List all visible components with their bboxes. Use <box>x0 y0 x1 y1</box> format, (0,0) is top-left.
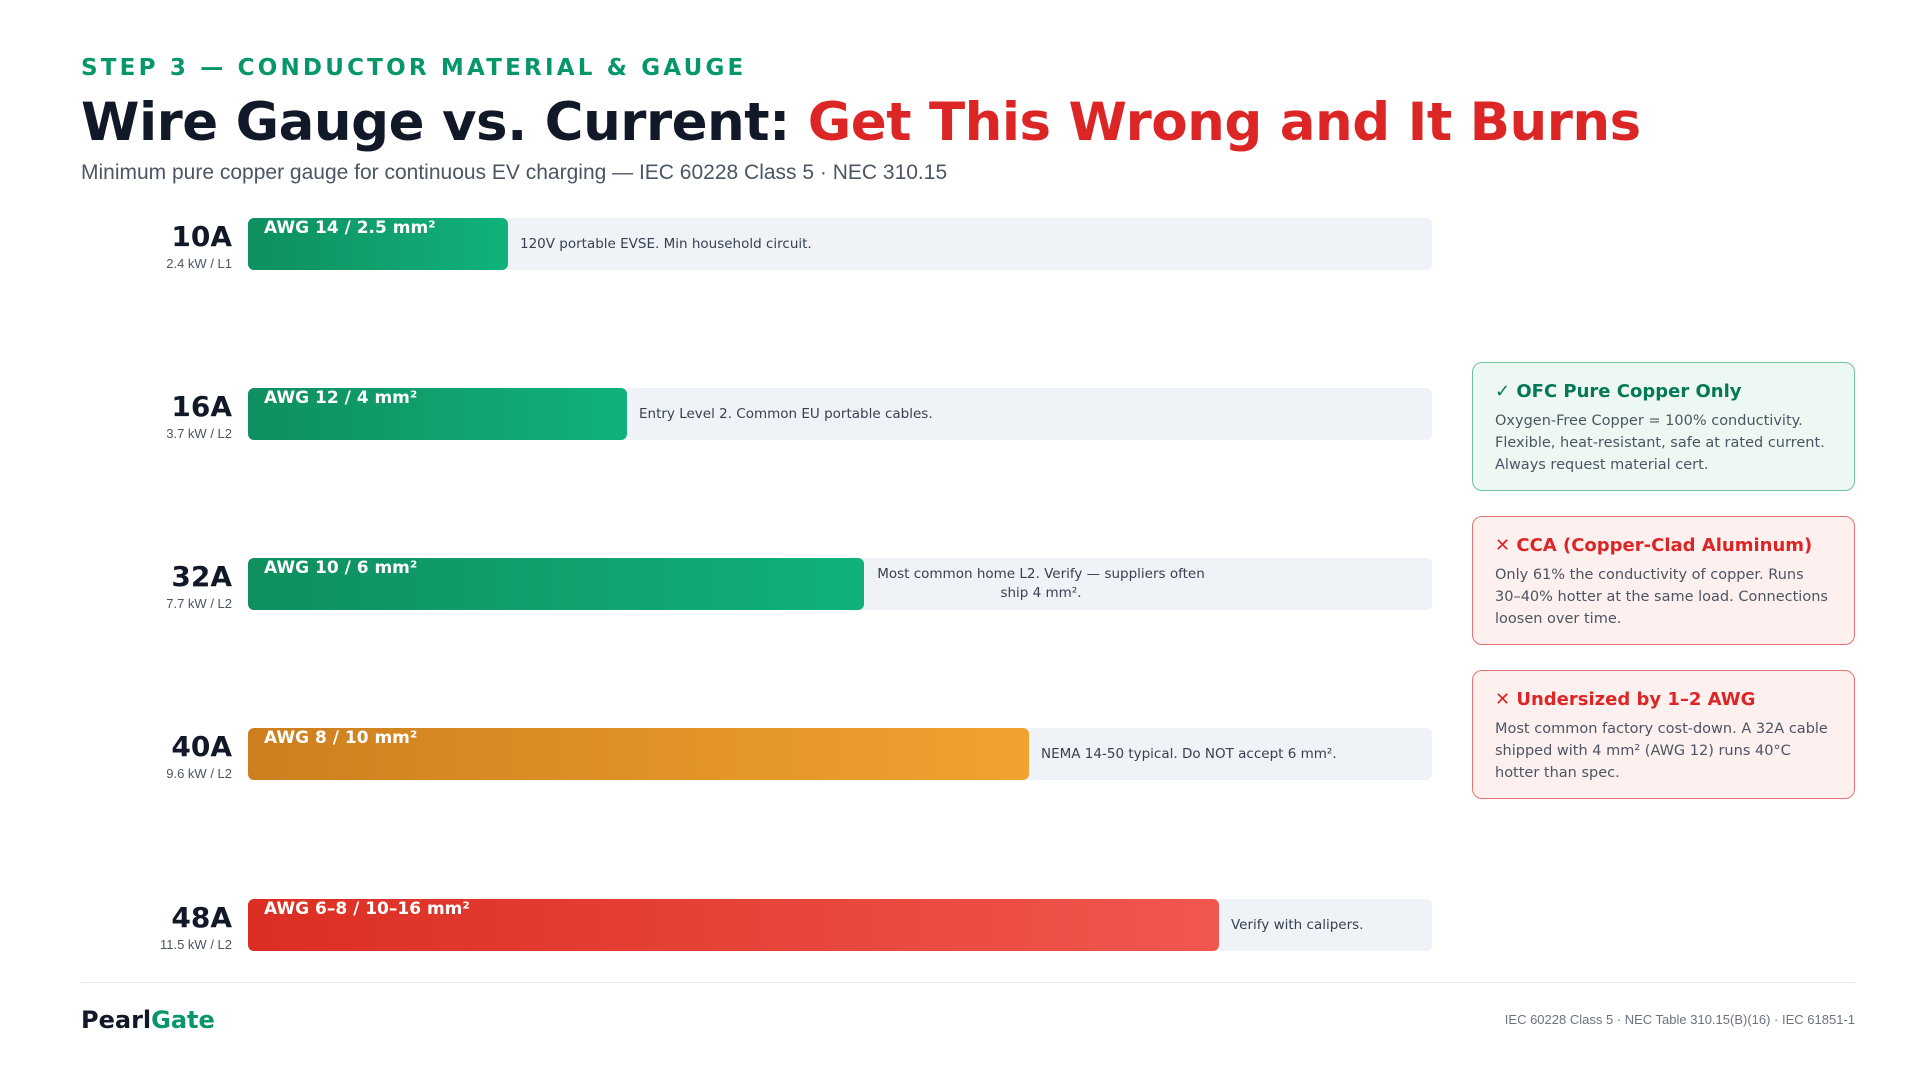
power-sublabel: 11.5 kW / L2 <box>159 937 232 952</box>
bar-label: AWG 14 / 2.5 mm² <box>264 218 436 238</box>
bar-label: AWG 6–8 / 10–16 mm² <box>264 899 470 919</box>
current-label: 40A <box>171 730 232 763</box>
title-main: Wire Gauge vs. Current: <box>81 92 808 153</box>
chart-row: 48A 11.5 kW / L2 AWG 6–8 / 10–16 mm² Verify… <box>0 899 1440 959</box>
gauge-bar: AWG 12 / 4 mm² <box>248 388 627 440</box>
current-label: 10A <box>171 220 232 253</box>
current-label: 16A <box>171 390 232 423</box>
step-eyebrow: STEP 3 — CONDUCTOR MATERIAL & GAUGE <box>81 55 747 81</box>
power-sublabel: 9.6 kW / L2 <box>166 766 232 781</box>
brand-logo: PearlGate <box>81 1006 215 1034</box>
brand-gate: Gate <box>151 1006 215 1034</box>
bar-note: NEMA 14-50 typical. Do NOT accept 6 mm². <box>1041 728 1337 780</box>
current-label: 32A <box>171 560 232 593</box>
chart-row: 10A 2.4 kW / L1 AWG 14 / 2.5 mm² 120V porta… <box>0 218 1440 278</box>
chart-row: 32A 7.7 kW / L2 AWG 10 / 6 mm² Most common … <box>0 558 1440 618</box>
card-body: Most common factory cost-down. A 32A cab… <box>1495 721 1828 781</box>
note-text: Verify with calipers. <box>1231 917 1364 933</box>
card-undersized: ✕ Undersized by 1–2 AWG Most common fact… <box>1472 670 1855 799</box>
card-ofc-copper: ✓ OFC Pure Copper Only Oxygen-Free Coppe… <box>1472 362 1855 491</box>
card-title-row: ✕ Undersized by 1–2 AWG <box>1495 689 1832 710</box>
bar-note: Verify with calipers. <box>1231 899 1363 951</box>
bar-note: Most common home L2. Verify — suppliers … <box>876 558 1206 610</box>
gauge-bar: AWG 10 / 6 mm² <box>248 558 864 610</box>
note-text: Most common home L2. Verify — suppliers … <box>877 566 1205 601</box>
bar-label: AWG 8 / 10 mm² <box>264 728 418 748</box>
page-subtitle: Minimum pure copper gauge for continuous… <box>81 161 948 184</box>
bar-note: Entry Level 2. Common EU portable cables… <box>639 388 933 440</box>
card-cca: ✕ CCA (Copper-Clad Aluminum) Only 61% th… <box>1472 516 1855 645</box>
card-title: Undersized by 1–2 AWG <box>1516 689 1756 710</box>
chart-row: 16A 3.7 kW / L2 AWG 12 / 4 mm² Entry Level … <box>0 388 1440 448</box>
note-text: Entry Level 2. Common EU portable cables… <box>639 406 933 422</box>
cross-icon: ✕ <box>1495 535 1517 556</box>
chart-row: 40A 9.6 kW / L2 AWG 8 / 10 mm² NEMA 14-50 t… <box>0 728 1440 788</box>
card-title-row: ✕ CCA (Copper-Clad Aluminum) <box>1495 535 1832 556</box>
bar-label: AWG 12 / 4 mm² <box>264 388 418 408</box>
bar-label: AWG 10 / 6 mm² <box>264 558 418 578</box>
page-title: Wire Gauge vs. Current: Get This Wrong a… <box>81 92 1641 153</box>
card-title: CCA (Copper-Clad Aluminum) <box>1516 535 1813 556</box>
power-sublabel: 2.4 kW / L1 <box>166 256 232 271</box>
gauge-bar: AWG 14 / 2.5 mm² <box>248 218 508 270</box>
title-accent: Get This Wrong and It Burns <box>807 92 1641 153</box>
power-sublabel: 3.7 kW / L2 <box>166 426 232 441</box>
card-title: ✓ OFC Pure Copper Only <box>1495 381 1742 402</box>
footer-divider <box>81 982 1855 983</box>
gauge-bar: AWG 6–8 / 10–16 mm² <box>248 899 1219 951</box>
card-body: Only 61% the conductivity of copper. Run… <box>1495 567 1828 627</box>
brand-pearl: Pearl <box>81 1006 152 1034</box>
cross-icon: ✕ <box>1495 689 1517 710</box>
note-text: 120V portable EVSE. Min household circui… <box>520 236 812 252</box>
note-text: NEMA 14-50 typical. Do NOT accept 6 mm². <box>1041 746 1337 762</box>
card-body: Oxygen-Free Copper = 100% conductivity. … <box>1495 413 1825 473</box>
gauge-bar: AWG 8 / 10 mm² <box>248 728 1029 780</box>
bar-note: 120V portable EVSE. Min household circui… <box>520 218 812 270</box>
power-sublabel: 7.7 kW / L2 <box>166 596 232 611</box>
footer-references: IEC 60228 Class 5 · NEC Table 310.15(B)(… <box>1504 1012 1855 1027</box>
current-label: 48A <box>171 901 232 934</box>
